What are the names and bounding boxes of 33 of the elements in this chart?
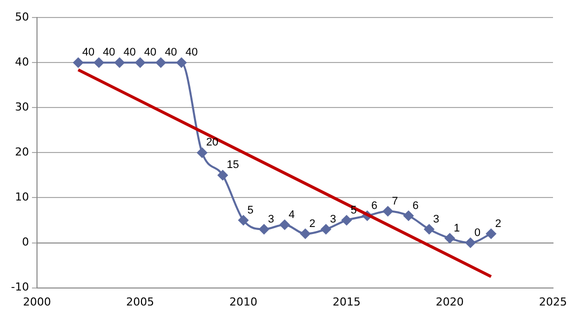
data-label: 5 (247, 204, 254, 216)
data-label: 2 (495, 218, 502, 230)
x-tick-label: 2025 (539, 295, 568, 308)
x-tick-label: 2000 (22, 295, 51, 308)
data-label: 15 (226, 159, 239, 172)
data-label: 4 (288, 208, 295, 221)
data-label: 2 (309, 218, 316, 230)
y-tick-label: 50 (14, 10, 29, 24)
data-label: 40 (124, 46, 136, 59)
data-label: 7 (392, 195, 398, 208)
x-tick-label: 2010 (229, 295, 258, 308)
y-tick-label: 0 (22, 236, 29, 249)
y-tick-label: 30 (14, 100, 29, 114)
data-label: 40 (82, 46, 94, 59)
y-tick-label: 10 (14, 190, 29, 204)
data-label: 6 (371, 200, 378, 212)
data-label: 6 (412, 200, 419, 212)
y-tick-label: 20 (14, 146, 29, 159)
x-tick-label: 2020 (436, 295, 464, 308)
y-tick-label: -10 (11, 280, 29, 294)
data-label: 40 (102, 46, 116, 59)
data-label: 3 (268, 213, 274, 226)
data-label: 20 (206, 136, 218, 149)
x-tick-label: 2015 (332, 295, 361, 308)
x-tick-label: 2005 (126, 295, 154, 308)
data-label: 1 (454, 222, 460, 234)
data-label: 40 (185, 46, 198, 59)
y-tick-label: 40 (14, 55, 29, 68)
data-label: 40 (164, 46, 178, 59)
data-label: 3 (433, 213, 440, 226)
data-label: 0 (474, 226, 481, 239)
data-label: 40 (144, 46, 156, 59)
data-label: 3 (330, 213, 336, 226)
